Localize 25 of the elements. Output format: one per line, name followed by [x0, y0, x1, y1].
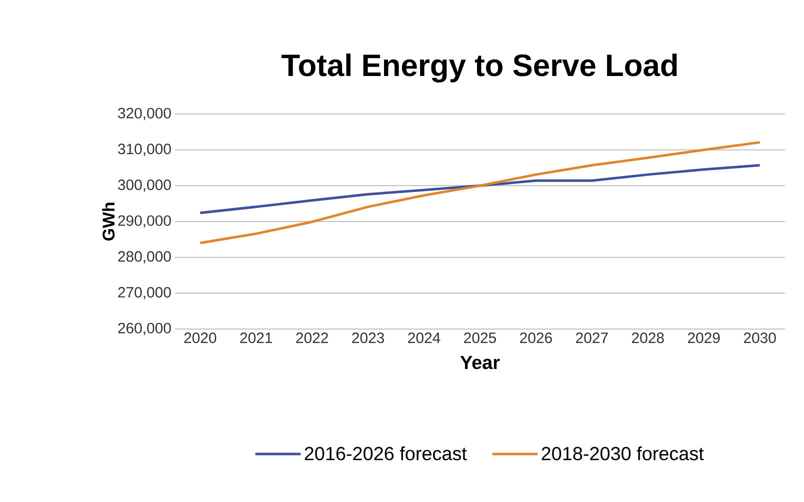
- y-tick-label: 300,000: [118, 179, 171, 192]
- x-tick-label: 2020: [184, 332, 216, 344]
- x-tick-label: 2022: [296, 332, 328, 344]
- line-series: [198, 164, 762, 214]
- x-tick-label: 2021: [240, 332, 272, 344]
- line-series: [198, 141, 762, 244]
- chart-title: Total Energy to Serve Load: [282, 54, 677, 83]
- x-tick-label: 2028: [632, 332, 664, 344]
- x-tick-label: 2026: [520, 332, 552, 344]
- y-tick-label: 270,000: [118, 286, 171, 300]
- x-axis-title: Year: [460, 356, 500, 370]
- x-tick-label: 2024: [408, 332, 440, 344]
- y-axis-title: GWh: [102, 202, 115, 241]
- x-tick-label: 2023: [352, 332, 384, 344]
- y-tick-label: 260,000: [118, 322, 171, 336]
- y-tick-label: 280,000: [118, 251, 171, 264]
- legend-label: 2018-2030 forecast: [542, 446, 704, 460]
- x-tick-label: 2030: [744, 332, 776, 344]
- legend-label: 2016-2026 forecast: [304, 446, 467, 460]
- y-tick-label: 310,000: [118, 144, 171, 156]
- y-tick-label: 320,000: [118, 108, 171, 120]
- x-tick-label: 2025: [464, 332, 496, 344]
- x-tick-label: 2029: [688, 332, 720, 344]
- x-tick-label: 2027: [576, 332, 608, 344]
- y-tick-label: 290,000: [118, 215, 171, 228]
